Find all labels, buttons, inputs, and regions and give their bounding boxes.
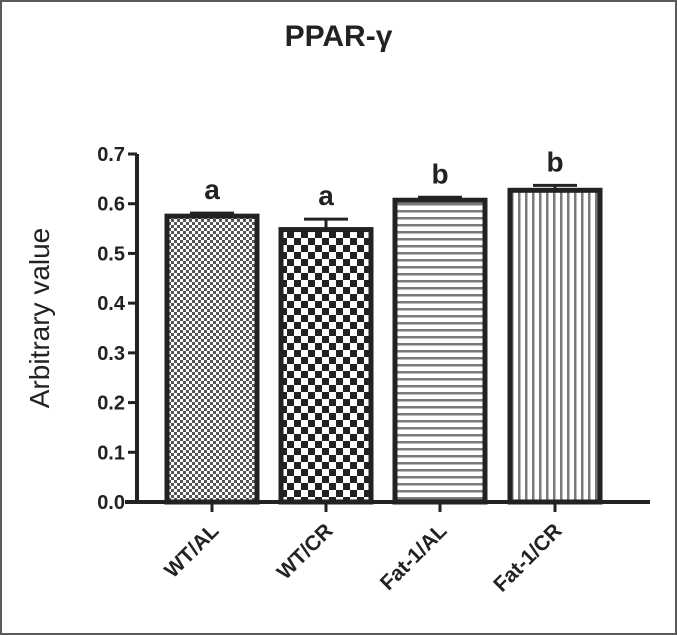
significance-letter: b <box>431 158 448 189</box>
bar-wt-al: a <box>164 174 260 505</box>
y-tick-label: 0.2 <box>97 393 125 415</box>
significance-letter: a <box>204 174 220 205</box>
bar-fat-1-al: b <box>392 158 488 505</box>
y-tick-label: 0.3 <box>97 343 125 365</box>
chart-title: PPAR-γ <box>284 20 393 53</box>
bar-rect <box>507 187 603 505</box>
significance-letter: b <box>546 146 563 177</box>
bar-rect <box>164 213 260 505</box>
bar-rect <box>392 197 488 505</box>
bar-rect <box>278 227 374 505</box>
bar-fat-1-cr: b <box>507 146 603 505</box>
x-tick-labels: WT/AL WT/CR Fat-1/AL Fat-1/CR <box>160 502 567 597</box>
y-tick-label: 0.1 <box>97 442 125 464</box>
x-tick-label: Fat-1/CR <box>489 519 566 596</box>
x-tick-label: Fat-1/AL <box>376 519 452 595</box>
significance-letter: a <box>318 180 334 211</box>
x-tick-label: WT/AL <box>160 519 223 582</box>
bar-wt-cr: a <box>278 180 374 505</box>
x-tick-label: WT/CR <box>273 519 338 584</box>
y-tick-label: 0.0 <box>97 492 125 514</box>
y-tick-label: 0.7 <box>97 144 125 166</box>
y-tick-label: 0.4 <box>97 293 126 315</box>
y-tick-label: 0.5 <box>97 243 125 265</box>
y-tick-label: 0.6 <box>97 194 125 216</box>
bars: a a b b <box>164 146 603 505</box>
